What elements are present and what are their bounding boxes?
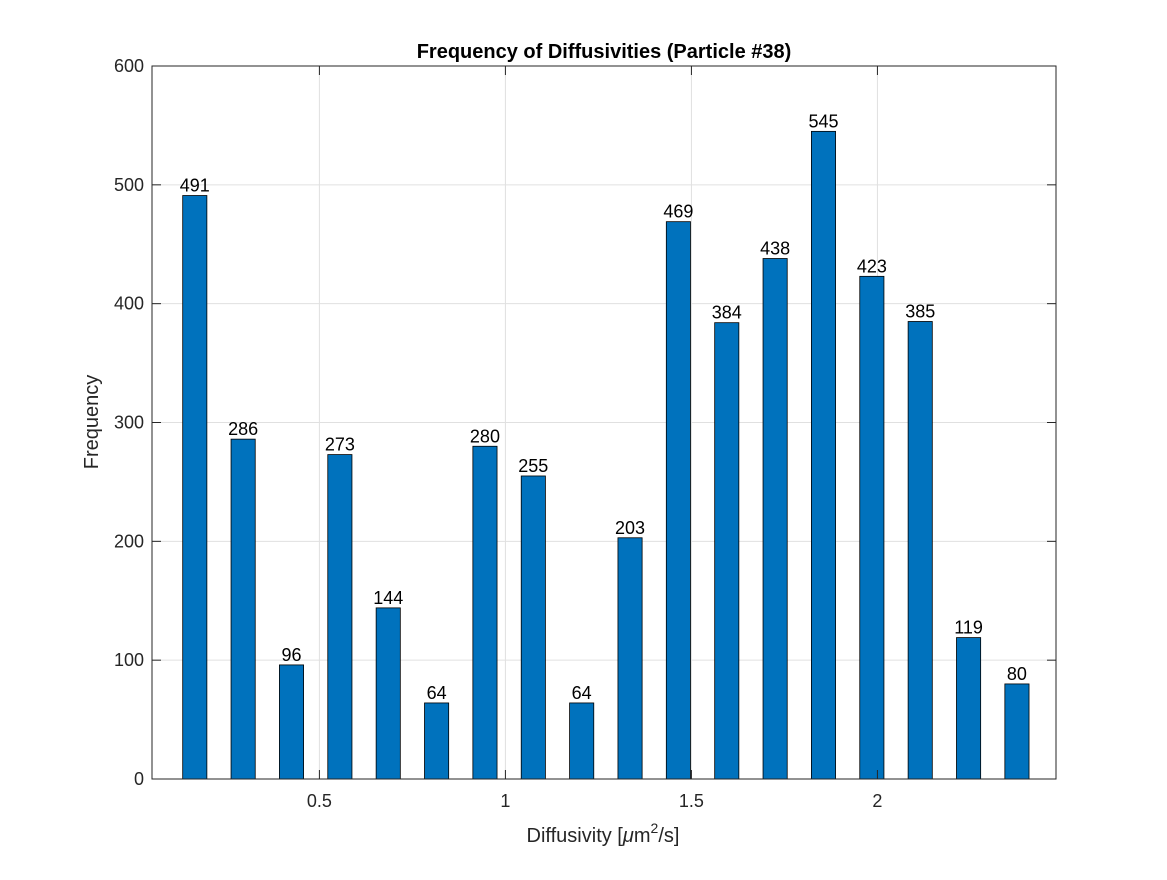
bar (472, 445, 498, 780)
bar-data-label: 545 (808, 111, 838, 131)
bar (569, 702, 595, 780)
bar-data-label: 119 (954, 618, 983, 638)
bar (230, 438, 256, 780)
y-tick-label: 500 (114, 175, 144, 195)
bar-data-label: 286 (228, 419, 258, 439)
y-tick-label: 0 (134, 769, 144, 789)
bar (859, 275, 885, 780)
chart-title: Frequency of Diffusivities (Particle #38… (417, 41, 792, 63)
y-tick-label: 200 (114, 531, 144, 551)
bar (520, 475, 546, 780)
x-tick-label: 1 (500, 791, 510, 811)
bar (1004, 683, 1030, 780)
y-tick-label: 100 (114, 650, 144, 670)
data-labels-layer: 491 286 96 273 144 64 280 255 64 203 469 384 438 545 4… (180, 111, 1027, 703)
bar-data-label: 64 (427, 683, 447, 703)
bar-data-label: 491 (180, 176, 210, 196)
bar (279, 664, 304, 780)
y-axis-label: Frequency (81, 375, 103, 470)
bar-data-label: 96 (281, 645, 301, 665)
x-axis-label-unit: m (634, 825, 651, 847)
bar-data-label: 80 (1007, 664, 1027, 684)
x-tick-label: 1.5 (679, 791, 704, 811)
bar (424, 702, 450, 780)
bar (907, 321, 933, 780)
bars-layer (182, 130, 1030, 780)
bar (665, 221, 691, 780)
bar (956, 637, 982, 780)
y-tick-label: 600 (114, 56, 144, 76)
bar-data-label: 385 (905, 301, 935, 321)
bar (617, 537, 643, 780)
x-axis-label-suffix: /s] (658, 825, 679, 847)
y-tick-label: 400 (114, 294, 144, 314)
bar-data-label: 64 (572, 683, 592, 703)
bar (182, 195, 208, 780)
x-tick-label: 2 (872, 791, 882, 811)
bar (714, 322, 740, 780)
x-axis-label-mu: μ (622, 825, 634, 847)
bar (375, 607, 401, 780)
bar (810, 130, 836, 780)
bar-data-label: 203 (615, 518, 645, 538)
ticks-layer: 0 100 200 300 400 500 600 0.5 1 1.5 2 (114, 56, 1056, 811)
bar-data-label: 255 (518, 456, 548, 476)
bar-data-label: 280 (470, 426, 500, 446)
bar-data-label: 423 (857, 256, 887, 276)
bar-data-label: 384 (712, 303, 742, 323)
x-axis-label-exponent: 2 (651, 820, 659, 836)
bar-data-label: 273 (325, 435, 355, 455)
bar-data-label: 144 (373, 588, 403, 608)
x-tick-label: 0.5 (307, 791, 332, 811)
bar (327, 454, 353, 780)
x-axis-label-prefix: Diffusivity [ (527, 825, 624, 847)
x-axis-label: Diffusivity [μm2/s] (527, 820, 680, 847)
y-tick-label: 300 (114, 413, 144, 433)
bar (762, 258, 788, 780)
bar-data-label: 438 (760, 239, 790, 259)
bar-data-label: 469 (663, 202, 693, 222)
